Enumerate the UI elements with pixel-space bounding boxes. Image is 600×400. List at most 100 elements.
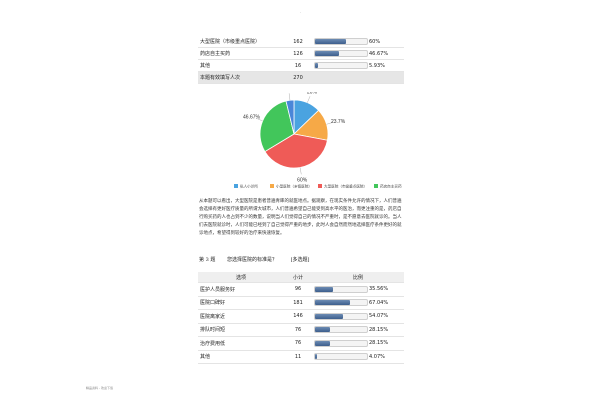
- progress-bar: [314, 312, 368, 320]
- progress-fill: [315, 327, 330, 333]
- question-type: [多选题]: [290, 257, 310, 263]
- table-row: 医院离家近 146 54.07%: [198, 309, 404, 324]
- option-label: 治疗费用低: [198, 336, 284, 351]
- total-blank: [312, 71, 404, 84]
- option-ratio: 28.15%: [312, 336, 404, 351]
- option-label: 药店自主买药: [198, 47, 284, 60]
- legend-swatch: [270, 184, 274, 188]
- table-row: 医院口碑好 181 67.04%: [198, 296, 404, 310]
- progress-bar: [314, 339, 368, 347]
- analysis-paragraph: 从本题可以看出，大型医院是患者普遍青睐的就医地点。据观察，在现实条件允许的情况下…: [199, 199, 402, 236]
- table-row: 药店自主买药 126 46.67%: [198, 47, 404, 60]
- progress-bar: [314, 299, 368, 307]
- option-label: 医护人员服务好: [198, 282, 284, 297]
- legend-label: 大型医院（市级重点医院）: [324, 184, 367, 189]
- pie-leader-line: [326, 122, 334, 125]
- percent-label: 28.15%: [369, 326, 389, 333]
- option-count: 11: [284, 350, 312, 364]
- legend-swatch: [234, 184, 238, 188]
- pie-leader-line: [299, 167, 302, 175]
- legend-swatch: [318, 184, 322, 188]
- pie-slice-label: 46.67%: [243, 114, 261, 120]
- option-ratio: 5.93%: [312, 59, 404, 72]
- option-ratio: 54.07%: [312, 309, 404, 324]
- progress-fill: [315, 51, 340, 56]
- total-label: 本题有效填写人次: [198, 71, 284, 84]
- option-count: 126: [284, 47, 312, 60]
- progress-bar: [314, 38, 368, 45]
- legend-swatch: [374, 184, 378, 188]
- legend-label: 私人小诊所: [240, 184, 258, 189]
- progress-bar: [314, 62, 368, 69]
- percent-label: 4.07%: [369, 353, 385, 360]
- progress-fill: [315, 354, 318, 360]
- option-count: 96: [284, 282, 312, 297]
- option-label: 医院离家近: [198, 309, 284, 324]
- pie-slice-label: 60%: [297, 177, 308, 183]
- option-label: 医院口碑好: [198, 296, 284, 310]
- document-page: - 大型医院（市级重点医院） 162 60% 药店自主买药 126 46.67% 其他 16 5…: [198, 0, 404, 400]
- table-row: 大型医院（市级重点医院） 162 60%: [198, 36, 404, 48]
- table-row: 排队时间短 76 28.15%: [198, 323, 404, 337]
- option-count: 76: [284, 336, 312, 351]
- pie-leader-line: [307, 96, 311, 103]
- pie-slice-label: 23.7%: [331, 119, 346, 125]
- header-count: 小计: [284, 272, 312, 283]
- percent-label: 28.15%: [369, 340, 389, 347]
- table-row: 其他 16 5.93%: [198, 59, 404, 72]
- progress-fill: [315, 313, 344, 319]
- option-count: 181: [284, 296, 312, 310]
- percent-label: 67.04%: [369, 299, 389, 306]
- table-row: 其他 11 4.07%: [198, 350, 404, 364]
- percent-label: 46.67%: [369, 50, 389, 57]
- total-value: 270: [284, 71, 312, 84]
- progress-bar: [314, 326, 368, 334]
- table-header-row: 选项 小计 比例: [198, 272, 404, 283]
- pie-chart: 20%23.7%60%46.67%5.93%私人小诊所小型医院（乡镇医院）大型医…: [234, 92, 402, 189]
- percent-label: 5.93%: [369, 62, 385, 69]
- option-ratio: 67.04%: [312, 296, 404, 310]
- option-label: 排队时间短: [198, 323, 284, 337]
- option-count: 146: [284, 309, 312, 324]
- option-ratio: 60%: [312, 36, 404, 48]
- option-ratio: 35.56%: [312, 282, 404, 297]
- progress-bar: [314, 50, 368, 57]
- option-count: 162: [284, 36, 312, 48]
- option-ratio: 28.15%: [312, 323, 404, 337]
- table-row: 治疗费用低 76 28.15%: [198, 336, 404, 351]
- option-ratio: 46.67%: [312, 47, 404, 60]
- percent-label: 60%: [369, 38, 381, 45]
- legend-label: 小型医院（乡镇医院）: [276, 184, 312, 189]
- top-mark: -: [300, 10, 302, 14]
- option-count: 16: [284, 59, 312, 72]
- question-3-title: 第 3 题 您选择医院的标准是？ [多选题]: [199, 256, 309, 263]
- option-label: 其他: [198, 350, 284, 364]
- option-label: 其他: [198, 59, 284, 72]
- pie-leader-line: [288, 93, 291, 101]
- progress-bar: [314, 353, 368, 361]
- percent-label: 35.56%: [369, 286, 389, 293]
- question-text: 您选择医院的标准是？: [226, 257, 277, 263]
- result-table-q2: 大型医院（市级重点医院） 162 60% 药店自主买药 126 46.67% 其他 16 5.9…: [198, 36, 404, 84]
- pie-leader-line: [256, 118, 263, 122]
- progress-fill: [315, 300, 350, 306]
- total-row: 本题有效填写人次 270: [198, 71, 404, 84]
- option-count: 76: [284, 323, 312, 337]
- option-label: 大型医院（市级重点医院）: [198, 36, 284, 48]
- progress-fill: [315, 39, 347, 44]
- legend-label: 药店自主买药: [380, 184, 402, 189]
- percent-label: 54.07%: [369, 313, 389, 320]
- pie-slice: [259, 100, 295, 153]
- progress-fill: [315, 340, 330, 346]
- table-row: 医护人员服务好 96 35.56%: [198, 282, 404, 297]
- question-number: 第 3 题: [199, 257, 216, 263]
- header-ratio: 比例: [312, 272, 404, 283]
- progress-bar: [314, 285, 368, 293]
- option-ratio: 4.07%: [312, 350, 404, 364]
- header-option: 选项: [198, 272, 284, 283]
- progress-fill: [315, 286, 334, 292]
- result-table-q3: 选项 小计 比例 医护人员服务好 96 35.56% 医院口碑好 181 67.04% 医院…: [198, 272, 404, 364]
- pie-slice-label: 20%: [307, 92, 318, 96]
- page-footer: 精品资料 - 欢迎下载: [86, 386, 113, 390]
- progress-fill: [315, 63, 319, 68]
